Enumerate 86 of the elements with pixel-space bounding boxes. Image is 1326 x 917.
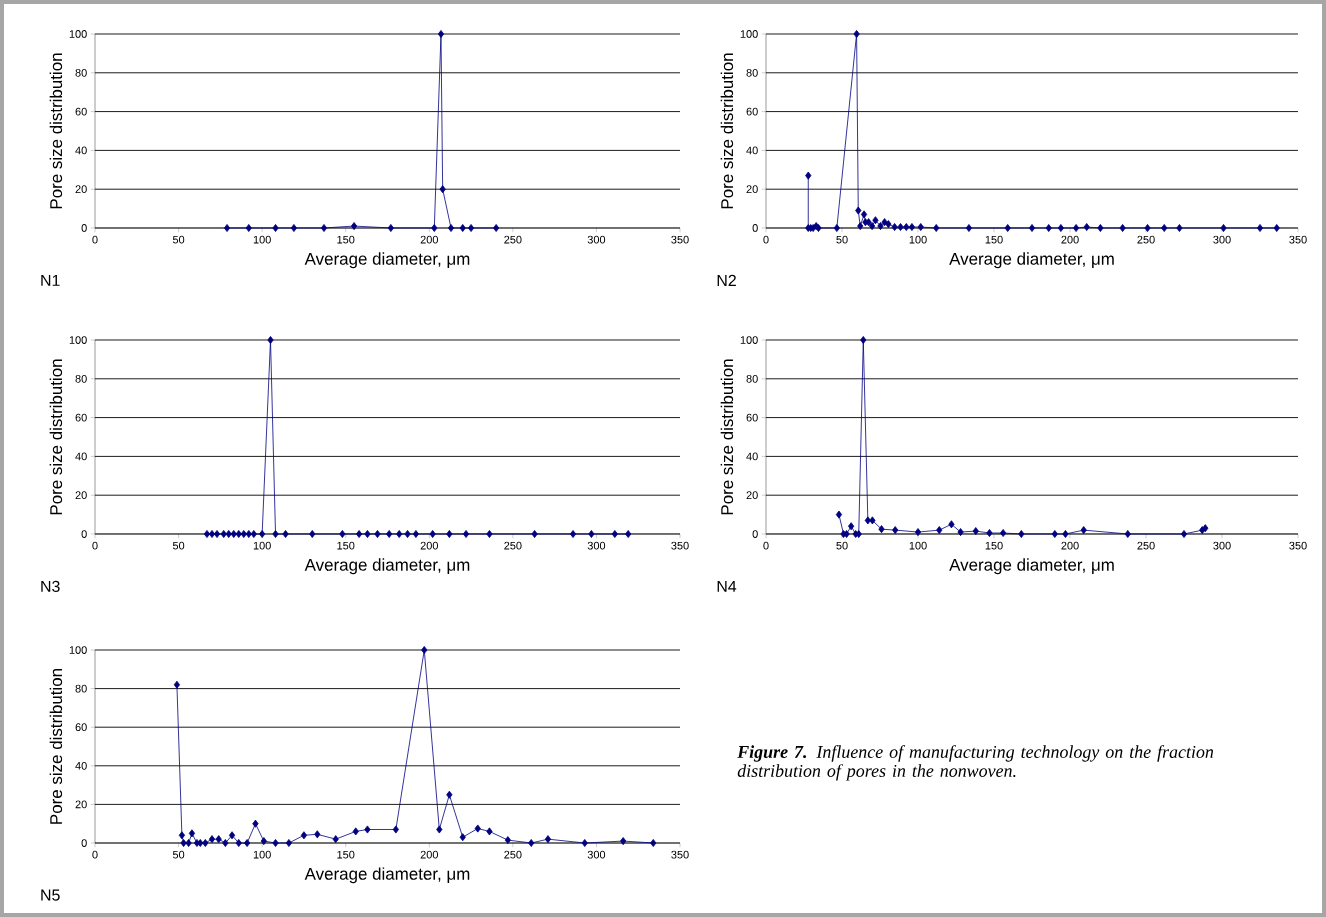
y-tick-label: 60	[75, 413, 87, 422]
y-tick-label: 60	[746, 413, 758, 422]
y-tick-label: 0	[752, 530, 758, 538]
y-tick-label: 0	[81, 839, 87, 847]
x-tick-label: 150	[985, 541, 1003, 550]
x-tick-label: 100	[909, 541, 927, 550]
x-axis-title: Average diameter, μm	[304, 867, 470, 884]
y-tick-label: 80	[746, 374, 758, 383]
x-tick-label: 50	[172, 235, 185, 244]
x-tick-label: 50	[172, 541, 185, 550]
y-tick-label: 20	[75, 185, 87, 194]
x-tick-label: 50	[172, 850, 185, 859]
x-tick-label: 250	[1137, 541, 1155, 550]
x-tick-label: 150	[985, 235, 1003, 244]
text: N2	[717, 274, 736, 286]
y-tick-label: 60	[75, 107, 87, 116]
x-tick-label: 0	[92, 235, 98, 244]
y-tick-label: 40	[75, 761, 87, 770]
y-tick-label: 80	[746, 68, 758, 77]
x-tick-label: 200	[420, 850, 438, 859]
text: N4	[717, 580, 737, 592]
text: N5	[41, 889, 60, 901]
x-tick-label: 200	[1061, 235, 1079, 244]
x-tick-label: 0	[763, 541, 769, 550]
x-tick-label: 0	[763, 235, 769, 244]
y-axis-title: Pore size distribution	[49, 359, 63, 515]
x-tick-label: 50	[836, 235, 848, 244]
x-axis-title: Average diameter, μm	[949, 558, 1114, 575]
y-tick-label: 40	[746, 452, 758, 461]
x-tick-label: 100	[909, 235, 927, 244]
text: N3	[41, 580, 60, 593]
x-tick-label: 250	[504, 850, 522, 859]
x-tick-label: 150	[337, 850, 355, 859]
x-axis-title: Average diameter, μm	[304, 252, 470, 269]
x-tick-label: 200	[1061, 541, 1079, 550]
x-tick-label: 350	[1289, 541, 1307, 550]
text: Figure 7. Influence of manufacturing technology on the fraction distribution of pores in the nonwoven.	[737, 745, 1214, 781]
x-tick-label: 250	[504, 235, 522, 244]
y-tick-label: 100	[69, 336, 87, 344]
y-tick-label: 40	[75, 146, 87, 155]
y-axis-title: Pore size distribution	[49, 53, 63, 209]
x-tick-label: 0	[92, 541, 98, 550]
x-tick-label: 150	[337, 541, 355, 550]
y-tick-label: 0	[81, 530, 87, 538]
y-tick-label: 40	[746, 146, 758, 155]
y-tick-label: 20	[75, 800, 87, 809]
x-tick-label: 100	[253, 541, 271, 550]
x-tick-label: 350	[671, 850, 689, 859]
y-axis-title: Pore size distribution	[720, 359, 734, 515]
x-tick-label: 300	[587, 850, 606, 859]
x-tick-label: 200	[420, 235, 438, 244]
x-tick-label: 100	[253, 235, 271, 244]
x-tick-label: 350	[1289, 235, 1307, 244]
x-tick-label: 50	[836, 541, 848, 550]
x-tick-label: 250	[1137, 235, 1155, 244]
x-tick-label: 150	[337, 235, 355, 244]
x-tick-label: 300	[1213, 541, 1231, 550]
y-tick-label: 100	[69, 30, 87, 38]
y-tick-label: 20	[746, 185, 758, 194]
y-tick-label: 60	[75, 723, 87, 732]
y-tick-label: 40	[75, 452, 87, 461]
y-tick-label: 80	[75, 68, 87, 77]
x-tick-label: 350	[671, 541, 689, 550]
y-tick-label: 100	[740, 30, 758, 38]
x-tick-label: 250	[504, 541, 522, 550]
y-tick-label: 20	[75, 491, 87, 500]
x-tick-label: 350	[671, 235, 689, 244]
y-axis-title: Pore size distribution	[49, 669, 63, 824]
y-tick-label: 60	[746, 107, 758, 116]
y-tick-label: 100	[740, 336, 758, 344]
x-tick-label: 300	[1213, 235, 1231, 244]
y-axis-title: Pore size distribution	[720, 53, 734, 209]
y-tick-label: 100	[69, 646, 87, 654]
y-tick-label: 80	[75, 684, 87, 693]
text: N1	[41, 274, 60, 286]
y-tick-label: 80	[75, 374, 87, 383]
y-tick-label: 0	[752, 224, 758, 232]
x-tick-label: 100	[253, 850, 271, 859]
x-tick-label: 0	[92, 850, 98, 859]
y-tick-label: 0	[81, 224, 87, 232]
x-tick-label: 300	[587, 235, 606, 244]
x-tick-label: 300	[587, 541, 606, 550]
x-axis-title: Average diameter, μm	[949, 252, 1114, 269]
x-tick-label: 200	[420, 541, 438, 550]
y-tick-label: 20	[746, 491, 758, 500]
x-axis-title: Average diameter, μm	[304, 558, 470, 575]
